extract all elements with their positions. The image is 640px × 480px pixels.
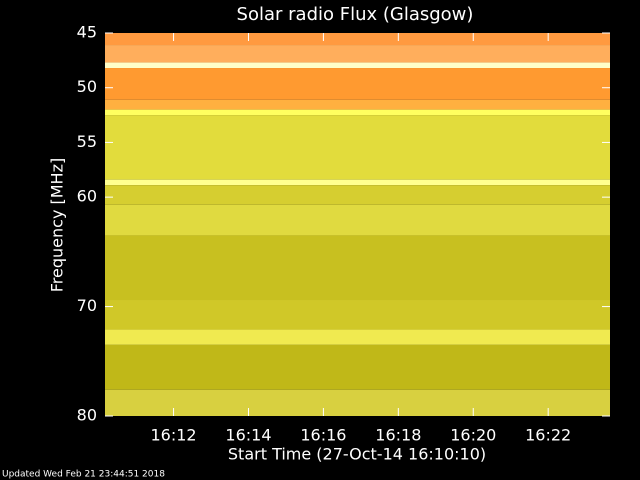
x-tick-label: 16:14 bbox=[225, 426, 271, 445]
y-tick-label: 45 bbox=[77, 23, 97, 42]
frequency-band bbox=[105, 179, 610, 186]
y-tick-label: 70 bbox=[77, 296, 97, 315]
footer: Updated Wed Feb 21 23:44:51 2018 bbox=[2, 470, 165, 480]
frequency-band bbox=[105, 99, 610, 110]
x-axis-label: Start Time (27-Oct-14 16:10:10) bbox=[228, 445, 486, 464]
frequency-band bbox=[105, 344, 610, 390]
frequency-band bbox=[105, 185, 610, 205]
y-tick-label: 55 bbox=[77, 132, 97, 151]
y-axis-label: Frequency [MHz] bbox=[48, 158, 67, 292]
frequency-band bbox=[105, 62, 610, 69]
frequency-band bbox=[105, 389, 610, 416]
frequency-band bbox=[105, 45, 610, 63]
frequency-band bbox=[105, 235, 610, 301]
frequency-band bbox=[105, 109, 610, 116]
frequency-band bbox=[105, 329, 610, 345]
y-tick-label: 50 bbox=[77, 77, 97, 96]
frequency-band bbox=[105, 68, 610, 100]
chart-title: Solar radio Flux (Glasgow) bbox=[237, 4, 474, 25]
x-tick-label: 16:18 bbox=[375, 426, 421, 445]
x-tick-label: 16:22 bbox=[525, 426, 571, 445]
x-tick-label: 16:20 bbox=[450, 426, 496, 445]
frequency-band bbox=[105, 33, 610, 46]
frequency-band bbox=[105, 204, 610, 236]
y-tick-label: 60 bbox=[77, 187, 97, 206]
x-tick-label: 16:16 bbox=[300, 426, 346, 445]
frequency-band bbox=[105, 115, 610, 180]
frequency-band bbox=[105, 300, 610, 330]
y-tick-label: 80 bbox=[77, 406, 97, 425]
x-tick-label: 16:12 bbox=[151, 426, 197, 445]
